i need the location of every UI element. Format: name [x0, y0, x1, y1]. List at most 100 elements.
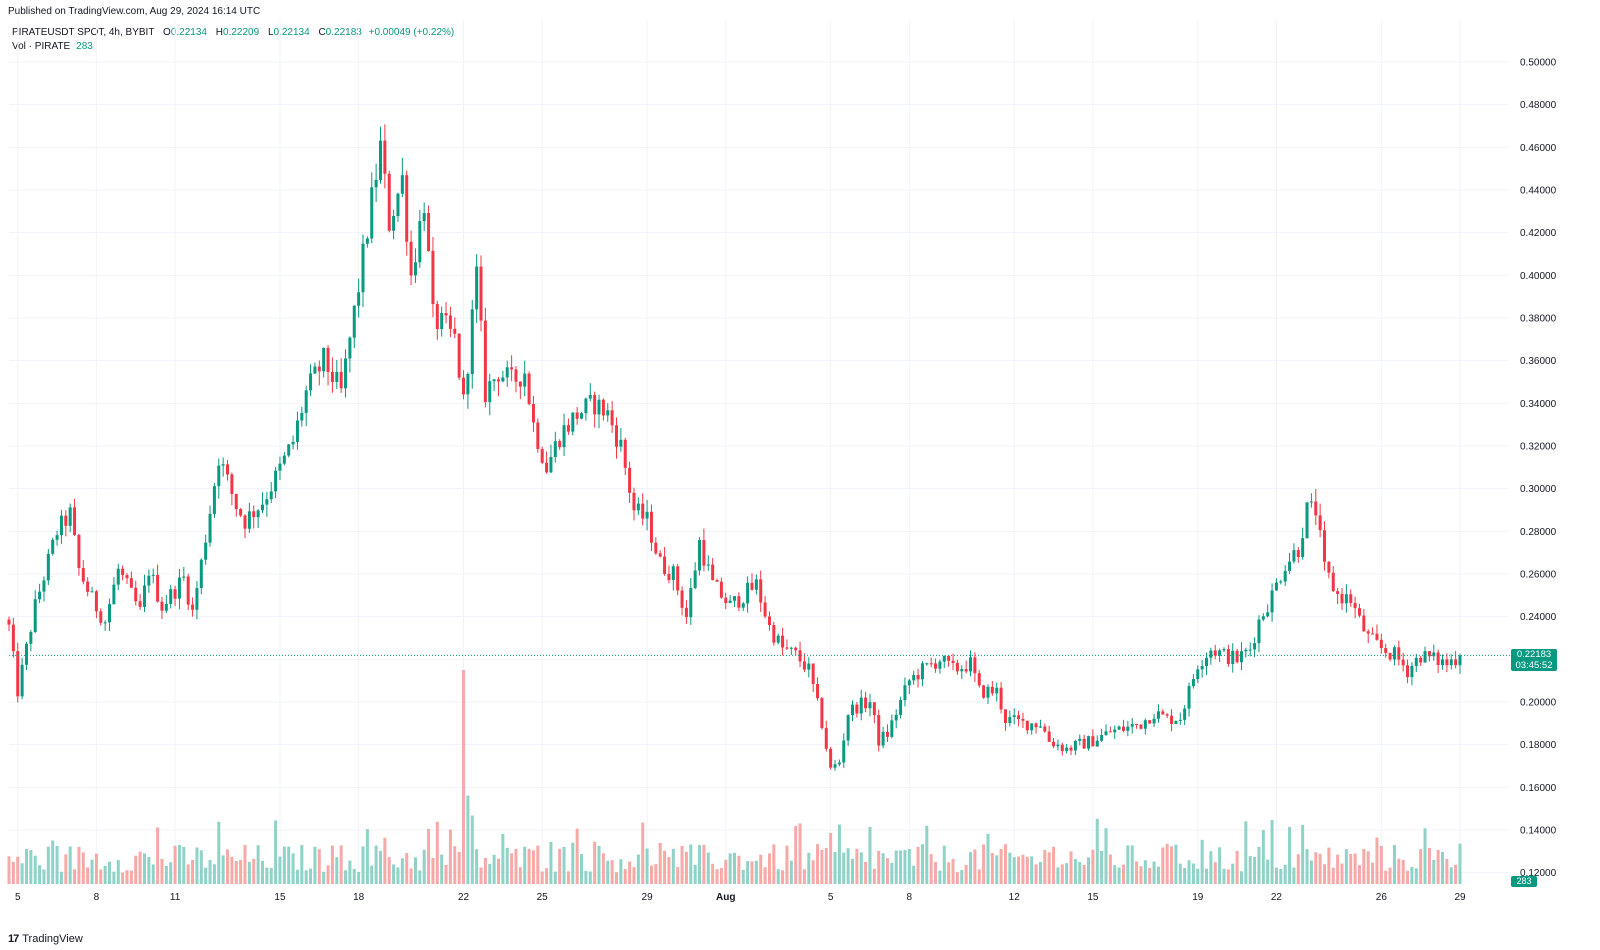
- candle-body: [1266, 612, 1270, 617]
- candle-body: [1034, 723, 1038, 728]
- volume-bar: [287, 846, 291, 884]
- candle-body: [24, 643, 28, 665]
- candle-body: [33, 599, 37, 633]
- candle-body: [112, 584, 116, 605]
- candle-body: [1104, 731, 1108, 735]
- candle-body: [265, 499, 269, 505]
- volume-bar: [260, 860, 264, 884]
- candle-body: [737, 596, 741, 608]
- candle-body: [523, 373, 527, 387]
- symbol-label[interactable]: PIRATEUSDT SPOT, 4h, BYBIT: [12, 27, 155, 38]
- price-tick-label: 0.18000: [1520, 740, 1557, 751]
- candle-body: [641, 503, 645, 519]
- volume-bar: [326, 865, 330, 884]
- volume-bar: [1139, 866, 1143, 884]
- candle-body: [260, 504, 264, 511]
- candle-body: [763, 602, 767, 617]
- volume-bar: [300, 845, 304, 884]
- candle-body: [711, 564, 715, 581]
- time-tick-label: 22: [458, 892, 470, 903]
- volume-bar: [912, 865, 916, 884]
- brand-name: TradingView: [22, 933, 83, 945]
- volume-bar: [186, 864, 190, 884]
- volume-bar: [663, 850, 667, 884]
- candle-body: [378, 140, 382, 180]
- volume-bar: [1156, 866, 1160, 884]
- candle-body: [1073, 740, 1077, 751]
- candle-body: [357, 292, 361, 306]
- volume-bar: [1427, 847, 1431, 884]
- candle-body: [1366, 631, 1370, 634]
- candle-body: [1292, 550, 1296, 562]
- volume-bar: [492, 854, 496, 884]
- volume-bar: [754, 860, 758, 884]
- candle-body: [706, 564, 710, 566]
- volume-bar: [628, 861, 632, 884]
- candle-body: [457, 333, 461, 378]
- volume-bar: [1025, 856, 1029, 884]
- candle-body: [247, 511, 251, 529]
- volume-bar: [204, 867, 208, 884]
- candle-body: [1423, 651, 1427, 663]
- volume-bar: [610, 860, 614, 884]
- volume-bar: [378, 851, 382, 884]
- candle-body: [1353, 602, 1357, 609]
- volume-bar: [951, 858, 955, 884]
- candle-body: [1126, 726, 1130, 731]
- candle-body: [156, 574, 160, 602]
- candle-body: [772, 625, 776, 643]
- volume-bar: [1191, 863, 1195, 884]
- candle-body: [7, 619, 11, 625]
- volume-bar: [684, 851, 688, 884]
- candle-body: [667, 573, 671, 581]
- close-value: 0.22183: [325, 27, 362, 38]
- candle-body: [536, 422, 540, 450]
- candle-body: [208, 513, 212, 543]
- time-tick-label: 29: [642, 892, 654, 903]
- volume-bar: [51, 840, 55, 884]
- candle-body: [59, 515, 63, 536]
- volume-label[interactable]: Vol · PIRATE: [12, 41, 71, 52]
- volume-bar: [1104, 828, 1108, 884]
- candle-body: [1143, 720, 1147, 729]
- candle-body: [239, 509, 243, 516]
- volume-bar: [348, 860, 352, 884]
- volume-bar: [1414, 868, 1418, 884]
- close-label: C: [318, 27, 326, 38]
- tradingview-brand[interactable]: 17 TradingView: [8, 933, 83, 945]
- published-note: Published on TradingView.com, Aug 29, 20…: [8, 6, 261, 17]
- tradingview-logo-icon: 17: [8, 933, 19, 945]
- candle-body: [1406, 665, 1410, 678]
- candle-body: [837, 762, 841, 765]
- candle-body: [1082, 738, 1086, 749]
- volume-bar: [737, 855, 741, 884]
- volume-bar: [68, 846, 72, 884]
- volume-bar: [1065, 863, 1069, 884]
- candle-body: [798, 650, 802, 662]
- candle-body: [191, 604, 195, 610]
- volume-bar: [1091, 849, 1095, 884]
- volume-bar: [842, 852, 846, 884]
- candle-body: [1248, 649, 1252, 651]
- volume-bar: [518, 867, 522, 884]
- candle-body: [77, 534, 81, 568]
- candle-body: [1187, 686, 1191, 709]
- volume-bar: [741, 869, 745, 884]
- candle-body: [872, 702, 876, 716]
- candle-body: [1432, 652, 1436, 657]
- volume-bar: [759, 854, 763, 884]
- candle-body: [671, 566, 675, 581]
- volume-bar: [820, 849, 824, 884]
- candle-body: [969, 657, 973, 672]
- candle-body: [138, 601, 142, 607]
- candle-body: [1038, 726, 1042, 728]
- candle-body: [199, 559, 203, 589]
- candle-body: [807, 663, 811, 670]
- volume-bar: [881, 853, 885, 884]
- candle-body: [702, 539, 706, 566]
- volume-bar: [1432, 859, 1436, 884]
- candle-body: [1344, 594, 1348, 604]
- volume-bar: [1231, 863, 1235, 884]
- candle-body: [1065, 747, 1069, 752]
